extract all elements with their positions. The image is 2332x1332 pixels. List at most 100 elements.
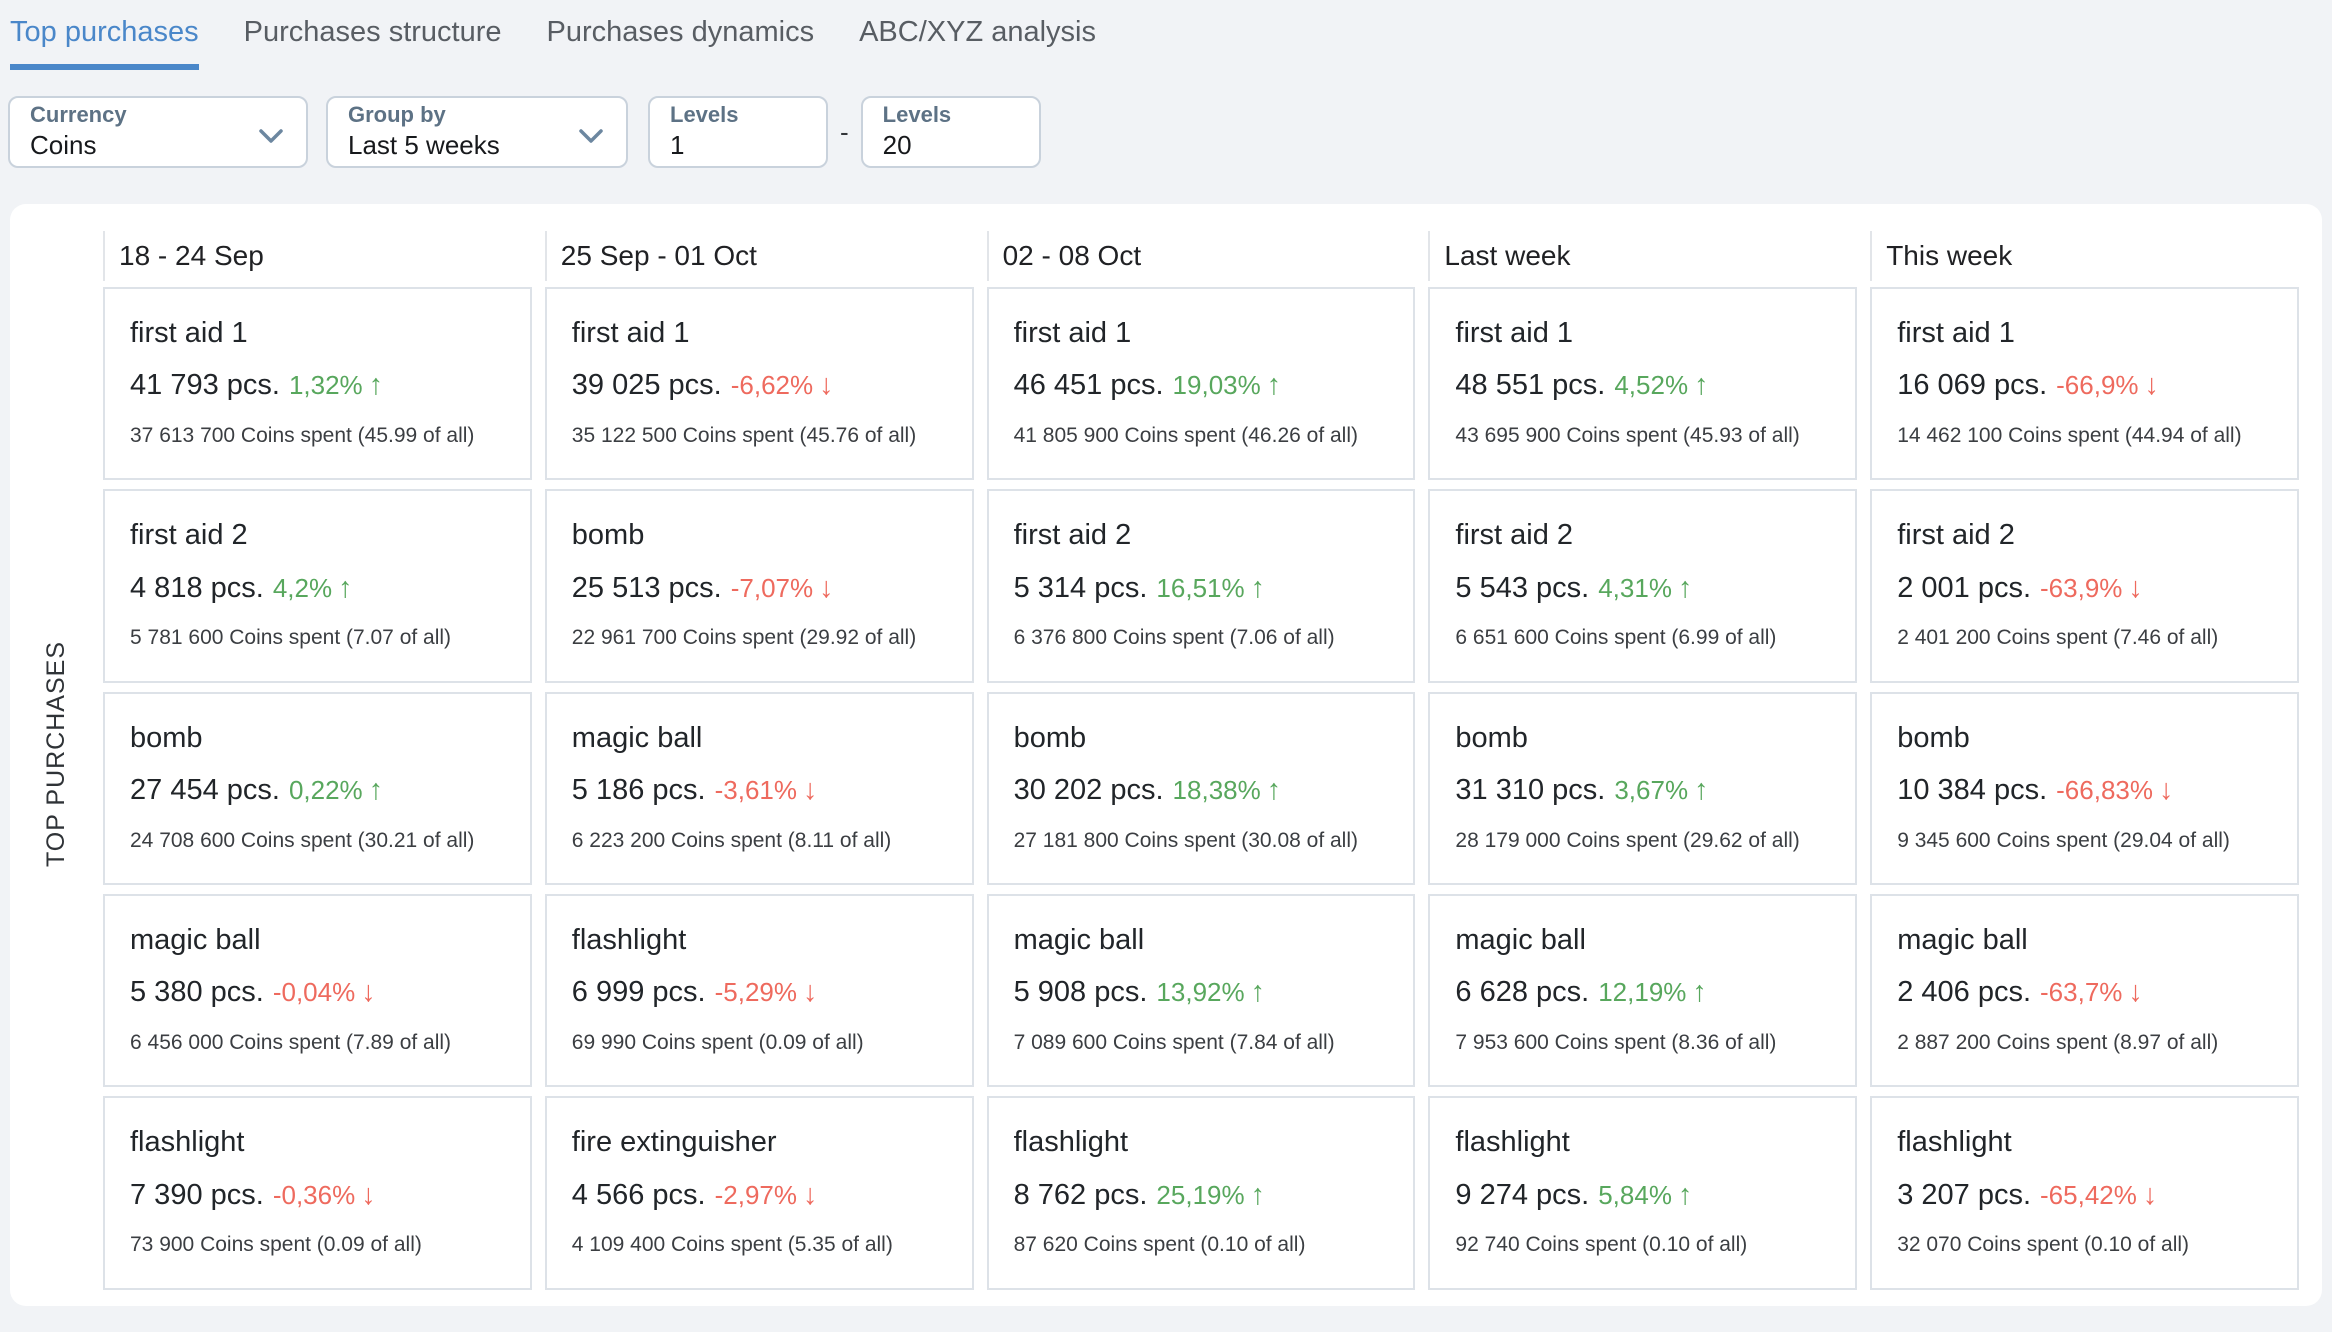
coins-spent: 5 781 600 Coins spent (7.07 of all): [130, 626, 452, 650]
levels-range-separator: -: [840, 116, 849, 147]
period-header: 18 - 24 Sep: [103, 231, 545, 281]
quantity-value: 5 543 pcs.: [1455, 571, 1590, 604]
change-percent: 4,52%: [1614, 370, 1689, 401]
quantity-line: 5 314 pcs. 16,51% ↑: [1014, 573, 1406, 603]
currency-label: Currency: [30, 101, 127, 127]
change-percent: -7,07%: [730, 572, 814, 603]
quantity-value: 41 793 pcs.: [130, 369, 280, 402]
purchase-card: flashlight 7 390 pcs. -0,36% ↓ 73 900 Coins …: [103, 1096, 532, 1290]
change-percent: -6,62%: [730, 370, 814, 401]
quantity-line: 5 186 pcs. -3,61% ↓: [572, 775, 964, 805]
quantity-line: 6 999 pcs. -5,29% ↓: [572, 977, 964, 1007]
coins-spent: 14 462 100 Coins spent (44.94 of all): [1897, 423, 2242, 447]
quantity-line: 30 202 pcs. 18,38% ↑: [1014, 775, 1406, 805]
coins-spent: 69 990 Coins spent (0.09 of all): [571, 1030, 864, 1054]
purchase-card: first aid 2 5 543 pcs. 4,31% ↑ 6 651 600 Coi…: [1428, 489, 1858, 683]
period-column: first aid 1 48 551 pcs. 4,52% ↑ 43 695 900 C…: [1428, 287, 1870, 1290]
purchase-card: magic ball 6 628 pcs. 12,19% ↑ 7 953 600 Coi…: [1428, 893, 1858, 1088]
coins-spent: 6 651 600 Coins spent (6.99 of all): [1455, 626, 1777, 650]
coins-spent: 22 961 700 Coins spent (29.92 of all): [571, 626, 917, 650]
purchase-card: flashlight 9 274 pcs. 5,84% ↑ 92 740 Coins s…: [1428, 1096, 1858, 1290]
change-percent: -0,04%: [272, 977, 356, 1008]
item-name: bomb: [571, 519, 645, 552]
change-percent: -63,7%: [2040, 977, 2123, 1008]
coins-spent: 28 179 000 Coins spent (29.62 of all): [1455, 828, 1800, 852]
change-percent: 25,19%: [1156, 1179, 1245, 1210]
tab-purchases-dynamics[interactable]: Purchases dynamics: [546, 16, 815, 48]
item-name: first aid 1: [130, 317, 248, 349]
change-percent: 1,32%: [288, 370, 363, 401]
trend-up-icon: ↑: [1694, 369, 1709, 402]
change-percent: -66,83%: [2056, 775, 2153, 806]
coins-spent: 6 376 800 Coins spent (7.06 of all): [1013, 626, 1335, 650]
quantity-line: 5 380 pcs. -0,04% ↓: [130, 977, 522, 1007]
trend-down-icon: ↓: [361, 1178, 376, 1211]
change-percent: 18,38%: [1172, 775, 1261, 806]
item-name: flashlight: [1013, 1126, 1129, 1159]
trend-up-icon: ↑: [1677, 571, 1693, 604]
coins-spent: 7 953 600 Coins spent (8.36 of all): [1455, 1030, 1777, 1054]
quantity-line: 3 207 pcs. -65,42% ↓: [1897, 1178, 2289, 1211]
coins-spent: 27 181 800 Coins spent (30.08 of all): [1013, 828, 1358, 852]
purchase-card: first aid 2 2 001 pcs. -63,9% ↓ 2 401 200 Co…: [1870, 489, 2299, 683]
change-percent: -63,9%: [2040, 572, 2123, 603]
quantity-value: 25 513 pcs.: [571, 571, 722, 604]
item-name: fire extinguisher: [571, 1126, 777, 1159]
change-percent: -3,61%: [714, 775, 798, 806]
trend-up-icon: ↑: [338, 571, 353, 604]
coins-spent: 7 089 600 Coins spent (7.84 of all): [1013, 1030, 1335, 1054]
trend-down-icon: ↓: [803, 774, 818, 807]
purchase-card: fire extinguisher 4 566 pcs. -2,97% ↓ 4 109 …: [544, 1096, 974, 1290]
item-name: first aid 2: [130, 519, 248, 552]
item-name: bomb: [1455, 721, 1528, 754]
item-name: flashlight: [1897, 1126, 2012, 1159]
purchase-card: magic ball 2 406 pcs. -63,7% ↓ 2 887 200 Coi…: [1870, 893, 2299, 1088]
item-name: magic ball: [571, 721, 703, 754]
item-name: first aid 1: [1897, 317, 2015, 349]
period-column: first aid 1 39 025 pcs. -6,62% ↓ 35 122 500 …: [544, 287, 987, 1290]
period-column: first aid 1 16 069 pcs. -66,9% ↓ 14 462 100 …: [1870, 287, 2312, 1290]
quantity-value: 9 274 pcs.: [1455, 1178, 1590, 1211]
coins-spent: 6 456 000 Coins spent (7.89 of all): [130, 1030, 452, 1054]
tab-abc-xyz-analysis[interactable]: ABC/XYZ analysis: [859, 16, 1096, 48]
levels-to-input[interactable]: Levels 20: [860, 96, 1041, 168]
trend-down-icon: ↓: [2144, 369, 2160, 402]
quantity-value: 5 908 pcs.: [1013, 976, 1148, 1009]
item-name: flashlight: [1455, 1126, 1570, 1159]
group-by-value: Last 5 weeks: [348, 130, 500, 160]
quantity-value: 3 207 pcs.: [1897, 1178, 2032, 1211]
group-by-label: Group by: [348, 101, 446, 127]
period-header: 02 - 08 Oct: [986, 231, 1429, 281]
tab-top-purchases[interactable]: Top purchases: [10, 16, 199, 70]
quantity-line: 46 451 pcs. 19,03% ↑: [1014, 370, 1406, 400]
coins-spent: 92 740 Coins spent (0.10 of all): [1455, 1233, 1748, 1257]
quantity-line: 39 025 pcs. -6,62% ↓: [572, 370, 964, 400]
chevron-down-icon: [578, 128, 604, 149]
tab-purchases-structure[interactable]: Purchases structure: [243, 16, 502, 48]
quantity-value: 46 451 pcs.: [1013, 369, 1164, 402]
coins-spent: 43 695 900 Coins spent (45.93 of all): [1455, 423, 1800, 447]
change-percent: -0,36%: [272, 1179, 356, 1210]
item-name: first aid 1: [1013, 317, 1132, 349]
quantity-line: 4 818 pcs. 4,2% ↑: [130, 573, 522, 603]
quantity-line: 2 406 pcs. -63,7% ↓: [1897, 977, 2289, 1007]
purchase-card: bomb 27 454 pcs. 0,22% ↑ 24 708 600 Coins sp…: [103, 691, 532, 885]
period-header: 25 Sep - 01 Oct: [544, 231, 987, 281]
section-label-wrap: TOP PURCHASES: [10, 231, 103, 1277]
purchase-card: magic ball 5 186 pcs. -3,61% ↓ 6 223 200 Coi…: [544, 691, 974, 885]
purchase-card: flashlight 6 999 pcs. -5,29% ↓ 69 990 Coins …: [544, 893, 974, 1088]
purchase-card: bomb 25 513 pcs. -7,07% ↓ 22 961 700 Coins s…: [544, 489, 974, 683]
levels-from-input[interactable]: Levels 1: [648, 96, 828, 168]
quantity-line: 31 310 pcs. 3,67% ↑: [1455, 775, 1847, 805]
change-percent: 13,92%: [1156, 977, 1245, 1008]
purchase-card: bomb 10 384 pcs. -66,83% ↓ 9 345 600 Coins s…: [1870, 691, 2299, 885]
item-name: first aid 2: [1455, 519, 1574, 552]
purchase-card: magic ball 5 380 pcs. -0,04% ↓ 6 456 000 Coi…: [103, 893, 532, 1088]
change-percent: 5,84%: [1598, 1179, 1672, 1210]
currency-select[interactable]: Currency Coins: [8, 96, 308, 168]
trend-down-icon: ↓: [803, 1178, 818, 1211]
trend-down-icon: ↓: [2142, 1178, 2158, 1211]
item-name: first aid 1: [1455, 317, 1574, 349]
group-by-select[interactable]: Group by Last 5 weeks: [326, 96, 628, 168]
trend-down-icon: ↓: [2158, 774, 2174, 807]
